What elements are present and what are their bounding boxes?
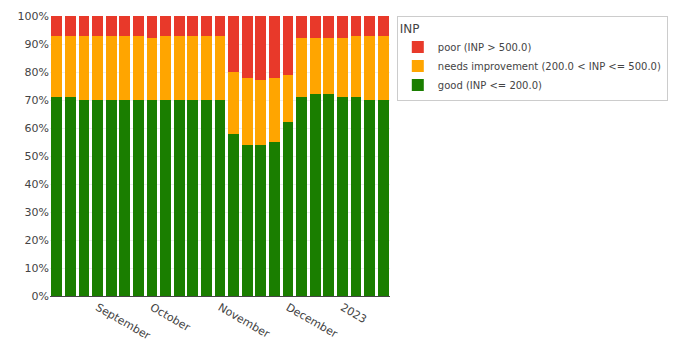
svg-text:100%: 100% [18,10,49,23]
svg-text:80%: 80% [25,66,49,79]
svg-text:50%: 50% [25,150,49,163]
svg-text:30%: 30% [25,206,49,219]
svg-text:September: September [93,301,153,343]
svg-text:needs improvement (200.0 < INP: needs improvement (200.0 < INP <= 500.0) [438,61,661,72]
svg-text:December: December [284,301,340,341]
svg-text:60%: 60% [25,122,49,135]
svg-text:0%: 0% [32,290,49,303]
svg-text:2023: 2023 [338,301,369,326]
svg-text:October: October [148,301,193,335]
svg-text:10%: 10% [25,262,49,275]
svg-text:November: November [216,301,272,341]
svg-text:90%: 90% [25,38,49,51]
svg-text:70%: 70% [25,94,49,107]
svg-text:40%: 40% [25,178,49,191]
svg-text:INP: INP [400,22,420,36]
svg-text:good (INP <= 200.0): good (INP <= 200.0) [438,80,542,91]
svg-text:20%: 20% [25,234,49,247]
svg-text:poor (INP > 500.0): poor (INP > 500.0) [438,42,532,53]
